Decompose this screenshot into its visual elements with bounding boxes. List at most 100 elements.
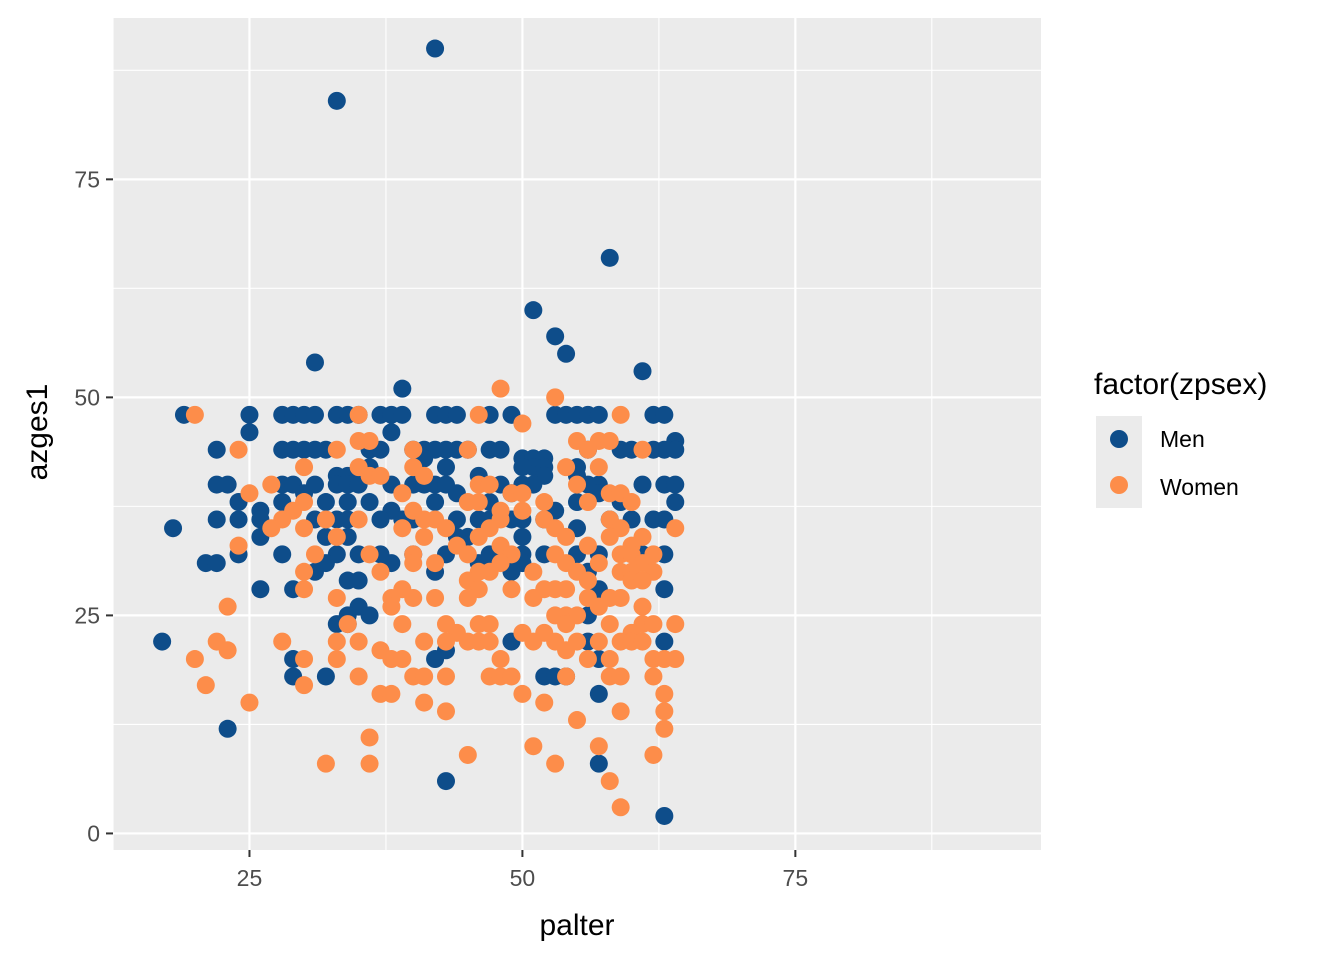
x-tick-label: 25 <box>237 865 263 891</box>
data-point-women <box>371 466 390 485</box>
data-point-men <box>251 580 270 599</box>
data-point-women <box>295 458 314 477</box>
data-point-women <box>185 650 204 669</box>
data-point-women <box>196 676 215 695</box>
x-axis-title: palter <box>539 909 614 942</box>
data-point-women <box>404 554 423 573</box>
x-tick-label: 50 <box>510 865 536 891</box>
data-point-men <box>600 248 619 267</box>
data-point-men <box>316 667 335 686</box>
data-point-men <box>327 91 346 110</box>
data-point-women <box>589 737 608 756</box>
data-point-women <box>480 615 499 634</box>
data-point-men <box>207 510 226 529</box>
data-point-women <box>535 693 554 712</box>
data-point-women <box>513 484 532 503</box>
data-point-women <box>589 632 608 651</box>
data-point-men <box>164 519 183 538</box>
data-point-women <box>655 719 674 738</box>
data-point-women <box>633 571 652 590</box>
data-point-women <box>229 536 248 555</box>
data-point-men <box>393 405 412 424</box>
data-point-men <box>655 405 674 424</box>
data-point-women <box>393 519 412 538</box>
data-point-men <box>207 440 226 459</box>
data-point-men <box>240 405 259 424</box>
data-point-men <box>436 458 455 477</box>
data-point-men <box>371 510 390 529</box>
data-point-women <box>622 493 641 512</box>
data-point-women <box>295 519 314 538</box>
data-point-men <box>633 362 652 381</box>
data-point-women <box>557 667 576 686</box>
data-point-women <box>600 772 619 791</box>
data-point-women <box>360 545 379 564</box>
data-point-women <box>338 615 357 634</box>
data-point-women <box>393 615 412 634</box>
data-point-women <box>458 545 477 564</box>
data-point-women <box>644 615 663 634</box>
data-point-men <box>589 684 608 703</box>
y-axis-title: azges1 <box>21 384 54 481</box>
data-point-women <box>436 632 455 651</box>
data-point-women <box>426 588 445 607</box>
data-point-women <box>513 684 532 703</box>
data-point-men <box>589 754 608 773</box>
data-point-women <box>589 458 608 477</box>
data-point-women <box>458 745 477 764</box>
x-tick-label: 75 <box>783 865 809 891</box>
series-women <box>185 379 685 817</box>
data-point-men <box>316 493 335 512</box>
data-point-women <box>502 580 521 599</box>
data-point-men <box>666 493 685 512</box>
legend-title: factor(zpsex) <box>1094 368 1267 401</box>
data-point-men <box>546 327 565 346</box>
data-point-women <box>644 745 663 764</box>
data-point-women <box>295 562 314 581</box>
data-point-men <box>305 405 324 424</box>
data-point-men <box>436 772 455 791</box>
data-point-women <box>568 475 586 494</box>
data-point-men <box>382 423 401 442</box>
data-point-women <box>415 632 434 651</box>
data-point-women <box>295 676 314 695</box>
data-point-women <box>360 728 379 747</box>
data-point-women <box>327 440 346 459</box>
data-point-women <box>469 493 488 512</box>
data-point-women <box>436 667 455 686</box>
data-point-women <box>491 379 510 398</box>
data-point-men <box>655 580 674 599</box>
data-point-women <box>327 588 346 607</box>
data-point-women <box>327 527 346 546</box>
data-point-men <box>426 493 445 512</box>
data-point-men <box>207 554 226 573</box>
data-point-women <box>568 711 586 730</box>
data-point-women <box>524 588 543 607</box>
data-point-women <box>578 650 597 669</box>
data-point-men <box>349 571 368 590</box>
data-point-women <box>349 405 368 424</box>
data-point-women <box>480 562 499 581</box>
data-point-women <box>600 527 619 546</box>
data-point-men <box>589 405 608 424</box>
data-point-women <box>546 388 565 407</box>
data-point-women <box>327 632 346 651</box>
data-point-men <box>524 301 543 320</box>
data-point-women <box>229 440 248 459</box>
data-point-women <box>600 431 619 450</box>
data-point-women <box>589 554 608 573</box>
y-tick-label: 0 <box>87 820 100 846</box>
legend: factor(zpsex) Men Women <box>1094 368 1267 508</box>
data-point-women <box>415 693 434 712</box>
data-point-women <box>316 754 335 773</box>
data-point-men <box>218 719 237 738</box>
data-point-men <box>153 632 172 651</box>
data-point-women <box>458 440 477 459</box>
data-point-women <box>513 501 532 520</box>
data-point-women <box>578 536 597 555</box>
data-point-women <box>633 632 652 651</box>
data-point-women <box>327 650 346 669</box>
data-point-women <box>295 580 314 599</box>
legend-label-men: Men <box>1160 426 1205 452</box>
